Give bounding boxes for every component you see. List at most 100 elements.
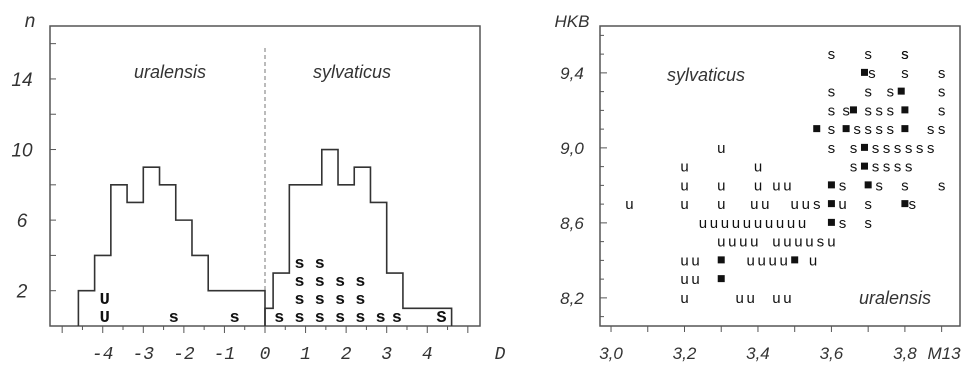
- scatter-point-u: u: [787, 216, 796, 233]
- scatter-point-u: u: [753, 178, 762, 195]
- scatter-point-s: s: [900, 47, 909, 64]
- scatter-point-u: u: [783, 291, 792, 308]
- scatter-point-square: [864, 181, 872, 189]
- scatter-point-s: s: [838, 216, 847, 233]
- scatter-points: s s sss s ss s s ss s s s s ss s s s s s su s s s s s s s su u s s s s s…: [625, 47, 946, 308]
- scatter-point-u: u: [728, 235, 737, 252]
- hist-series-step-sylvaticus: [264, 148, 453, 326]
- scatter-point-u: u: [750, 235, 759, 252]
- hist-y-tick-label: 14: [11, 70, 32, 91]
- hist-marker: s: [355, 273, 365, 292]
- scatter-x-tick-label: 3,2: [673, 344, 697, 363]
- scatter-point-s: s: [875, 178, 884, 195]
- scatter-point-s: s: [864, 103, 873, 120]
- scatter-point-s: s: [900, 178, 909, 195]
- scatter-point-s: s: [816, 235, 825, 252]
- hist-series-step-uralensis: [77, 166, 266, 326]
- scatter-point-s: s: [908, 197, 917, 214]
- hist-x-tick-label: 1: [300, 345, 311, 365]
- hist-marker: U: [100, 291, 110, 310]
- scatter-point-u: u: [720, 216, 729, 233]
- scatter-point-square: [860, 68, 868, 76]
- scatter-point-u: u: [768, 253, 777, 270]
- hist-marker: s: [315, 309, 325, 328]
- scatter-point-u: u: [783, 235, 792, 252]
- hist-marker: S: [436, 309, 446, 328]
- hist-y-ticks: 2 6 10 14: [11, 43, 56, 327]
- scatter-point-s: s: [937, 66, 946, 83]
- hist-marker: s: [315, 291, 325, 310]
- hist-x-tick-label: -2: [173, 345, 195, 365]
- scatter-point-square: [827, 218, 835, 226]
- scatter-point-s: s: [827, 47, 836, 64]
- scatter-x-tick-label: 3,0: [599, 344, 623, 363]
- scatter-point-s: s: [904, 160, 913, 177]
- scatter-point-s: s: [882, 160, 891, 177]
- scatter-point-s: s: [904, 141, 913, 158]
- scatter-point-square: [860, 143, 868, 151]
- scatter-point-s: s: [827, 141, 836, 158]
- hist-x-label: D: [495, 345, 506, 365]
- hist-marker: s: [376, 309, 386, 328]
- scatter-point-s: s: [875, 122, 884, 139]
- hist-y-tick-label: 10: [11, 141, 33, 162]
- hist-x-ticks: -4 -3 -2 -1 0 1 2 3 4: [61, 326, 469, 365]
- scatter-point-u: u: [750, 197, 759, 214]
- scatter-point-u: u: [757, 253, 766, 270]
- scatter-point-u: u: [680, 253, 689, 270]
- scatter-point-s: s: [900, 66, 909, 83]
- scatter-point-u: u: [698, 216, 707, 233]
- scatter-x-ticks: 3,0 3,2 3,4 3,6 3,8: [599, 326, 943, 363]
- scatter-point-u: u: [805, 235, 814, 252]
- scatter-point-u: u: [746, 291, 755, 308]
- hist-y-tick-label: 6: [17, 211, 28, 232]
- hist-x-tick-label: 2: [341, 345, 352, 365]
- scatter-y-ticks: 8,2 8,6 9,0 9,4: [560, 34, 607, 318]
- scatter-point-s: s: [864, 122, 873, 139]
- hist-x-tick-label: 4: [422, 345, 433, 365]
- scatter-point-square: [901, 106, 909, 114]
- scatter-point-u: u: [827, 235, 836, 252]
- scatter-point-square: [901, 200, 909, 208]
- scatter-point-s: s: [867, 66, 876, 83]
- scatter-point-square: [827, 200, 835, 208]
- scatter-annotation-bottom-right: uralensis: [859, 288, 931, 308]
- scatter-point-s: s: [864, 197, 873, 214]
- scatter-point-u: u: [691, 272, 700, 289]
- scatter-point-s: s: [886, 85, 895, 102]
- scatter-point-u: u: [761, 197, 770, 214]
- scatter-x-tick-label: 3,6: [820, 344, 844, 363]
- scatter-point-square: [849, 106, 857, 114]
- hist-marker: s: [169, 309, 179, 328]
- scatter-point-u: u: [772, 291, 781, 308]
- scatter-point-s: s: [871, 141, 880, 158]
- scatter-point-u: u: [680, 291, 689, 308]
- scatter-point-u: u: [772, 178, 781, 195]
- hist-marker: s: [294, 309, 304, 328]
- scatter-point-u: u: [772, 235, 781, 252]
- scatter-point-u: u: [838, 197, 847, 214]
- scatter-point-u: u: [746, 253, 755, 270]
- scatter-point-s: s: [849, 141, 858, 158]
- scatter-point-s: s: [893, 160, 902, 177]
- scatter-point-u: u: [794, 235, 803, 252]
- scatter-point-u: u: [753, 216, 762, 233]
- scatter-point-u: u: [809, 253, 818, 270]
- scatter-point-u: u: [691, 253, 700, 270]
- scatter-point-s: s: [864, 216, 873, 233]
- scatter-point-s: s: [838, 178, 847, 195]
- scatter-x-tick-label: 3,8: [893, 344, 917, 363]
- hist-marker: s: [392, 309, 402, 328]
- scatter-point-u: u: [739, 235, 748, 252]
- scatter-point-u: u: [801, 197, 810, 214]
- scatter-point-s: s: [886, 122, 895, 139]
- scatter-point-u: u: [680, 272, 689, 289]
- scatter-x-tick-label: 3,4: [746, 344, 770, 363]
- scatter-point-s: s: [886, 103, 895, 120]
- hist-x-tick-label: -3: [132, 345, 154, 365]
- scatter-point-s: s: [937, 103, 946, 120]
- scatter-y-tick-label: 8,2: [560, 289, 584, 308]
- scatter-point-u: u: [790, 197, 799, 214]
- hist-marker: s: [294, 273, 304, 292]
- scatter-point-u: u: [680, 178, 689, 195]
